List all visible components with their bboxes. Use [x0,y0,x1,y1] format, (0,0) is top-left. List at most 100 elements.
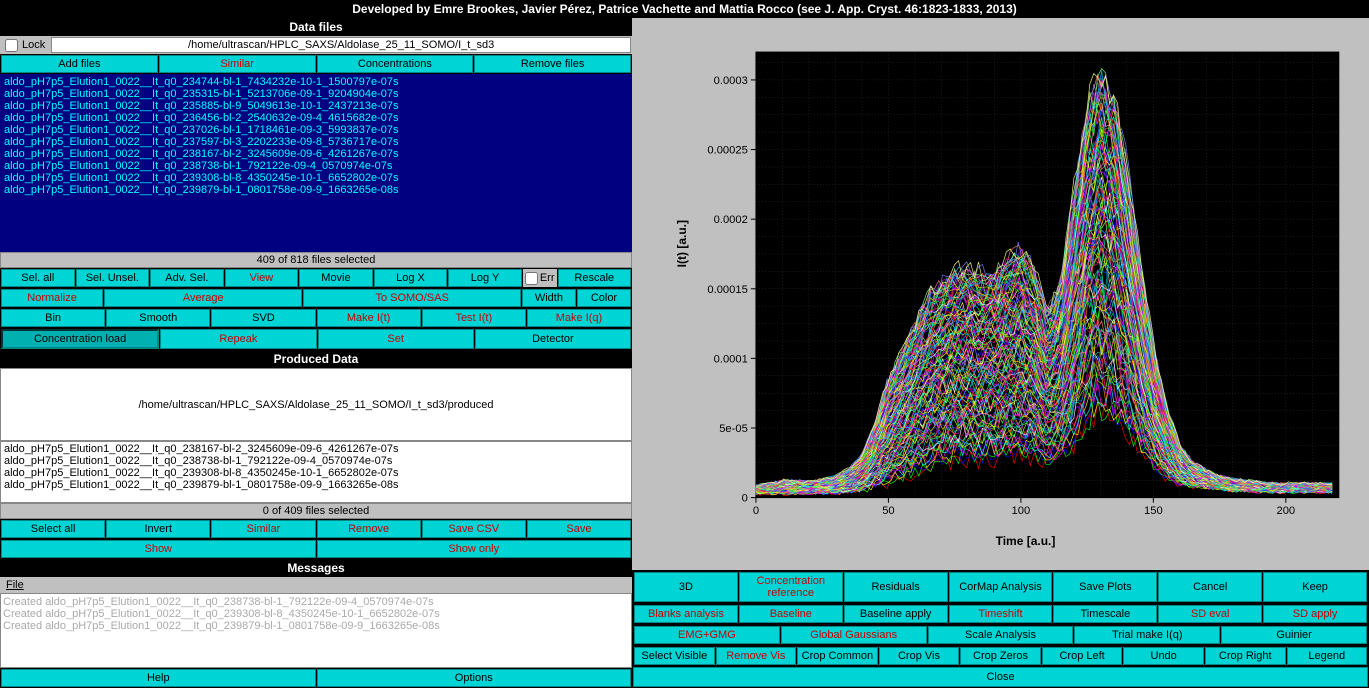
crop-vis-button[interactable]: Crop Vis [879,647,960,665]
list-item[interactable]: aldo_pH7p5_Elution1_0022__It_q0_239308-b… [2,172,630,184]
blanks-analysis-button[interactable]: Blanks analysis [634,605,738,623]
produced-path-input[interactable] [0,368,632,441]
save-csv-button[interactable]: Save CSV [422,520,526,538]
save-plots-button[interactable]: Save Plots [1053,572,1157,602]
svg-text:0.00015: 0.00015 [707,284,747,296]
svg-text:0.0003: 0.0003 [714,75,748,87]
cormap-analysis-button[interactable]: CorMap Analysis [949,572,1053,602]
crop-right-button[interactable]: Crop Right [1205,647,1286,665]
scale-analysis-button[interactable]: Scale Analysis [928,626,1074,644]
list-item[interactable]: aldo_pH7p5_Elution1_0022__It_q0_235315-b… [2,88,630,100]
svd-button[interactable]: SVD [211,309,315,327]
make-i-q--button[interactable]: Make I(q) [527,309,631,327]
sd-eval-button[interactable]: SD eval [1158,605,1262,623]
global-gaussians-button[interactable]: Global Gaussians [781,626,927,644]
invert-button[interactable]: Invert [106,520,210,538]
sel-unsel--button[interactable]: Sel. Unsel. [76,269,150,287]
options-button[interactable]: Options [317,669,632,687]
legend-button[interactable]: Legend [1287,647,1368,665]
produced-status: 0 of 409 files selected [0,503,632,519]
messages-area[interactable]: Created aldo_pH7p5_Elution1_0022__It_q0_… [0,593,632,668]
file-menu[interactable]: File [0,577,632,593]
list-item[interactable]: aldo_pH7p5_Elution1_0022__It_q0_237026-b… [2,124,630,136]
timeshift-button[interactable]: Timeshift [949,605,1053,623]
average-button[interactable]: Average [104,289,302,307]
timescale-button[interactable]: Timescale [1053,605,1157,623]
data-files-list[interactable]: aldo_pH7p5_Elution1_0022__It_q0_234744-b… [0,74,632,252]
remove-files-button[interactable]: Remove files [474,55,631,73]
list-item[interactable]: aldo_pH7p5_Elution1_0022__It_q0_239308-b… [2,467,630,479]
remove-button[interactable]: Remove [317,520,421,538]
log-x-button[interactable]: Log X [374,269,448,287]
list-item[interactable]: aldo_pH7p5_Elution1_0022__It_q0_238167-b… [2,148,630,160]
emg-gmg-button[interactable]: EMG+GMG [634,626,780,644]
list-item[interactable]: aldo_pH7p5_Elution1_0022__It_q0_239879-b… [2,184,630,196]
make-i-t--button[interactable]: Make I(t) [317,309,421,327]
width-button[interactable]: Width [522,289,576,307]
list-item[interactable]: aldo_pH7p5_Elution1_0022__It_q0_235885-b… [2,100,630,112]
movie-button[interactable]: Movie [299,269,373,287]
show-button[interactable]: Show [1,540,316,558]
concentration-reference-button[interactable]: Concentration reference [739,572,843,602]
repeak-button[interactable]: Repeak [160,329,316,349]
adv-sel--button[interactable]: Adv. Sel. [150,269,224,287]
data-path-row: Lock [0,36,632,54]
guinier-button[interactable]: Guinier [1221,626,1367,644]
list-item[interactable]: aldo_pH7p5_Elution1_0022__It_q0_238738-b… [2,160,630,172]
undo-button[interactable]: Undo [1123,647,1204,665]
similar-button[interactable]: Similar [211,520,315,538]
close-button[interactable]: Close [633,667,1368,687]
save-button[interactable]: Save [527,520,631,538]
baseline-apply-button[interactable]: Baseline apply [844,605,948,623]
crop-common-button[interactable]: Crop Common [797,647,878,665]
produced-list[interactable]: aldo_pH7p5_Elution1_0022__It_q0_238167-b… [0,441,632,503]
list-item[interactable]: aldo_pH7p5_Elution1_0022__It_q0_234744-b… [2,76,630,88]
concentration-load-button[interactable]: Concentration load [1,329,159,349]
to-somo-sas-button[interactable]: To SOMO/SAS [303,289,520,307]
plot-canvas[interactable]: 05010015020005e-050.00010.000150.00020.0… [700,36,1351,532]
set-button[interactable]: Set [318,329,474,349]
cancel-button[interactable]: Cancel [1158,572,1262,602]
trial-make-i-q--button[interactable]: Trial make I(q) [1074,626,1220,644]
test-i-t--button[interactable]: Test I(t) [422,309,526,327]
svg-text:200: 200 [1276,505,1295,517]
lock-checkbox[interactable] [5,39,18,52]
view-button[interactable]: View [225,269,299,287]
add-files-button[interactable]: Add files [1,55,158,73]
keep-button[interactable]: Keep [1263,572,1367,602]
sel-all-button[interactable]: Sel. all [1,269,75,287]
log-y-button[interactable]: Log Y [448,269,522,287]
svg-text:0: 0 [753,505,759,517]
show-only-button[interactable]: Show only [317,540,632,558]
select-visible-button[interactable]: Select Visible [634,647,715,665]
sd-apply-button[interactable]: SD apply [1263,605,1367,623]
color-button[interactable]: Color [577,289,631,307]
smooth-button[interactable]: Smooth [106,309,210,327]
residuals-button[interactable]: Residuals [844,572,948,602]
x-axis-label: Time [a.u.] [996,534,1056,548]
crop-left-button[interactable]: Crop Left [1042,647,1123,665]
3d-button[interactable]: 3D [634,572,738,602]
help-button[interactable]: Help [1,669,316,687]
lock-label: Lock [22,39,45,51]
select-all-button[interactable]: Select all [1,520,105,538]
err-checkbox-label[interactable]: Err [523,269,557,287]
list-item[interactable]: aldo_pH7p5_Elution1_0022__It_q0_238167-b… [2,443,630,455]
messages-title: Messages [0,559,632,577]
svg-text:0.00025: 0.00025 [707,145,747,157]
bin-button[interactable]: Bin [1,309,105,327]
concentrations-button[interactable]: Concentrations [317,55,474,73]
rescale-button[interactable]: Rescale [558,269,632,287]
message-line: Created aldo_pH7p5_Elution1_0022__It_q0_… [3,608,629,620]
similar-button[interactable]: Similar [159,55,316,73]
list-item[interactable]: aldo_pH7p5_Elution1_0022__It_q0_239879-b… [2,479,630,491]
list-item[interactable]: aldo_pH7p5_Elution1_0022__It_q0_238738-b… [2,455,630,467]
remove-vis-button[interactable]: Remove Vis [716,647,797,665]
list-item[interactable]: aldo_pH7p5_Elution1_0022__It_q0_237597-b… [2,136,630,148]
detector-button[interactable]: Detector [475,329,631,349]
list-item[interactable]: aldo_pH7p5_Elution1_0022__It_q0_236456-b… [2,112,630,124]
baseline-button[interactable]: Baseline [739,605,843,623]
data-path-input[interactable] [51,37,631,53]
normalize-button[interactable]: Normalize [1,289,103,307]
crop-zeros-button[interactable]: Crop Zeros [960,647,1041,665]
